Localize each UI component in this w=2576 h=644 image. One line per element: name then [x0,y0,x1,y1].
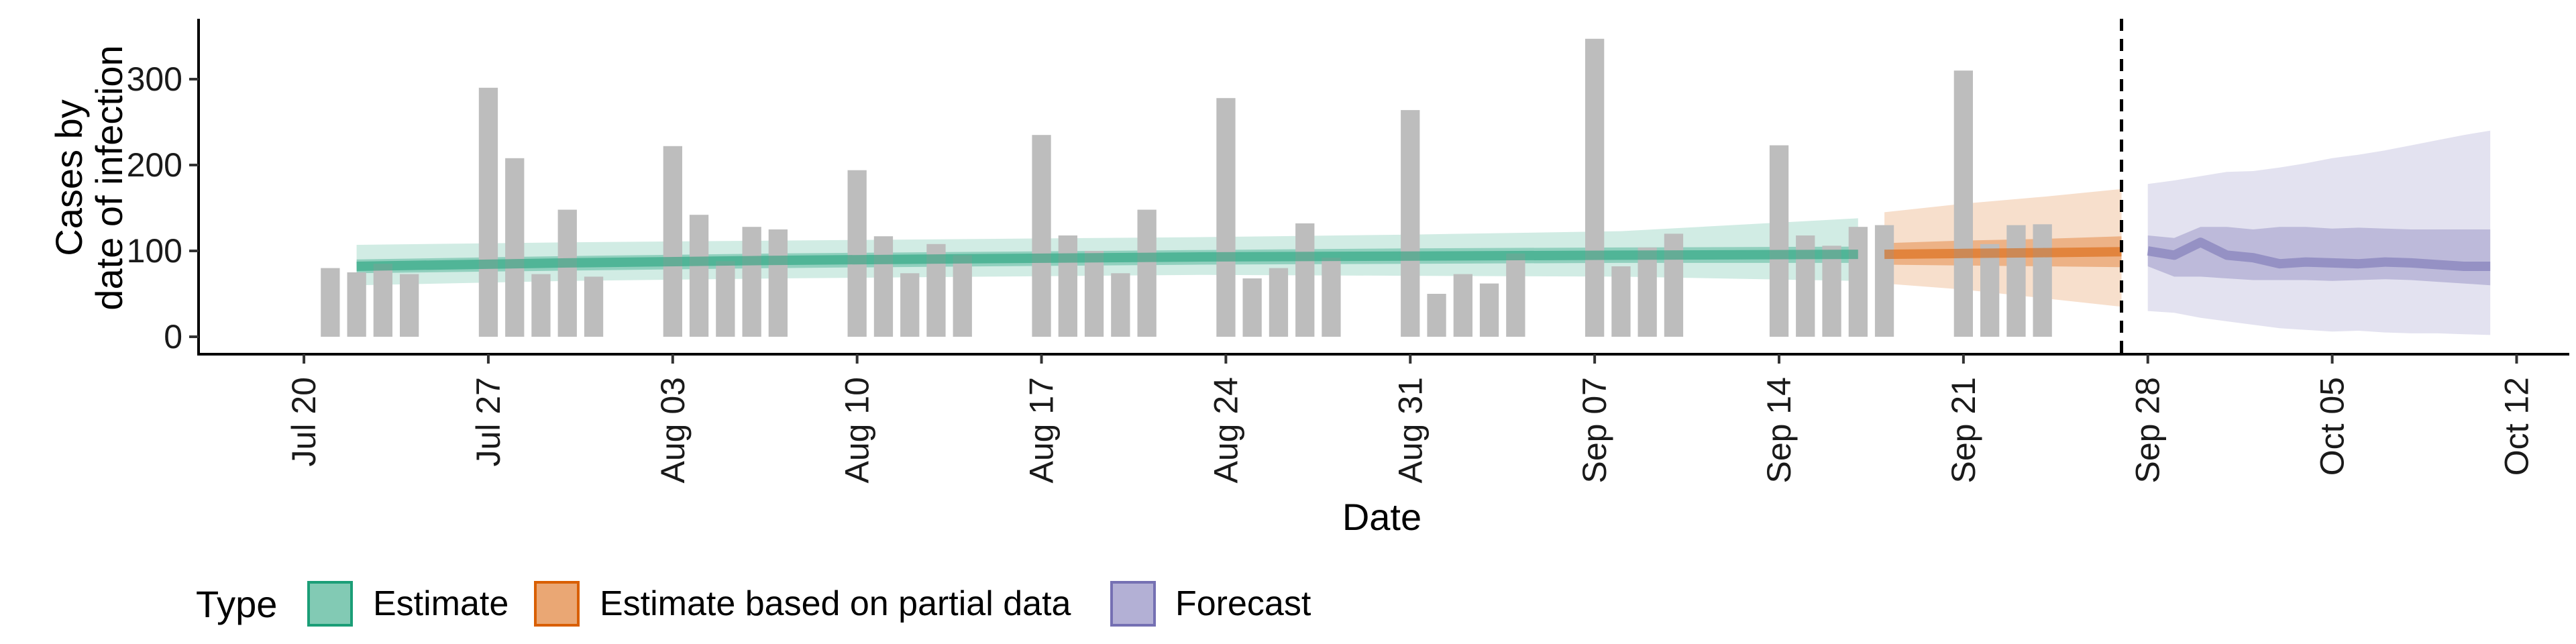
legend-label-forecast: Forecast [1175,584,1311,623]
median-line-0 [356,250,1858,271]
y-axis-title: Cases by date of infection [48,45,130,310]
case-bar [1322,258,1341,337]
legend: Type Estimate Estimate based on partial … [196,581,1311,627]
case-bar [1032,135,1051,337]
case-bar [1479,283,1499,337]
case-bar [1980,244,2000,337]
ci90-band-2 [2147,130,2491,335]
case-bar [953,255,972,337]
legend-swatch-partial [534,581,580,627]
case-bar [1822,246,1841,337]
x-axis-title: Date [1342,496,1421,538]
case-bar [531,274,551,337]
case-bar [1111,273,1130,337]
case-bar [768,229,788,337]
case-bar [900,273,920,337]
case-bar [557,209,577,337]
x-tick-label: Sep 14 [1760,377,1798,483]
case-bar [1295,223,1315,337]
y-tick-label: 100 [127,232,182,270]
case-bar [400,274,419,337]
case-bar [1874,225,1894,337]
case-bar [1453,274,1472,337]
case-bar [663,146,682,337]
case-bar [847,170,867,337]
case-bar [1058,235,1077,337]
legend-title: Type [196,583,277,625]
case-bar [584,276,604,337]
case-bar [1664,233,1684,337]
ci50-band-2 [2147,227,2491,286]
legend-label-estimate: Estimate [373,584,508,623]
median-lines [356,237,2491,271]
legend-swatch-estimate [307,581,353,627]
x-tick-label: Aug 10 [839,377,876,483]
x-tick-label: Aug 03 [654,377,692,483]
axes: 0 100 200 300 Jul 20 Jul 27 Aug 03 Aug 10 Aug 17… [127,19,2569,483]
case-bar [1506,253,1525,337]
case-bar [1953,70,1973,337]
legend-label-partial: Estimate based on partial data [600,584,1071,623]
x-tick-label: Sep 28 [2129,377,2167,483]
case-bar [373,264,392,337]
x-tick-label: Sep 21 [1945,377,1982,483]
x-tick-label: Aug 24 [1207,377,1244,483]
case-bar [716,261,735,337]
x-tick-label: Jul 27 [470,377,507,466]
case-bar [1269,268,1289,337]
case-bar [1848,227,1868,337]
case-bars [321,38,2052,337]
ci90-band-1 [1884,189,2122,307]
case-bar [2006,225,2026,337]
case-bar [1585,38,1605,337]
case-bar [689,215,709,337]
x-tick-label: Aug 17 [1023,377,1061,483]
legend-swatch-forecast [1110,581,1156,627]
median-line-1 [1884,247,2122,260]
case-bar [742,227,761,337]
x-tick-label: Aug 31 [1391,377,1429,483]
y-tick-label: 200 [127,146,182,184]
x-tick-label: Oct 05 [2314,377,2351,476]
case-bar [478,87,498,337]
case-bar [321,268,340,337]
case-bar [1638,247,1657,337]
y-tick-label: 300 [127,60,182,98]
median-line-2 [2147,237,2491,271]
y-tick-label: 0 [164,318,182,356]
case-bar [1427,294,1446,337]
case-bar [1242,278,1262,337]
case-bar [873,236,894,337]
case-bar [1137,209,1157,337]
case-bar [1401,110,1420,337]
x-tick-label: Sep 07 [1576,377,1613,483]
case-bar [505,158,525,337]
case-bar [347,272,366,337]
case-bar [1084,251,1104,337]
x-tick-label: Jul 20 [285,377,323,466]
case-bar [2033,224,2052,337]
y-axis-title-line-1: Cases by [48,99,90,256]
case-bar [1611,266,1631,337]
case-bar [1216,98,1236,337]
y-axis-title-line-2: date of infection [88,45,130,310]
x-tick-label: Oct 12 [2498,377,2535,476]
case-bar [1769,145,1789,337]
